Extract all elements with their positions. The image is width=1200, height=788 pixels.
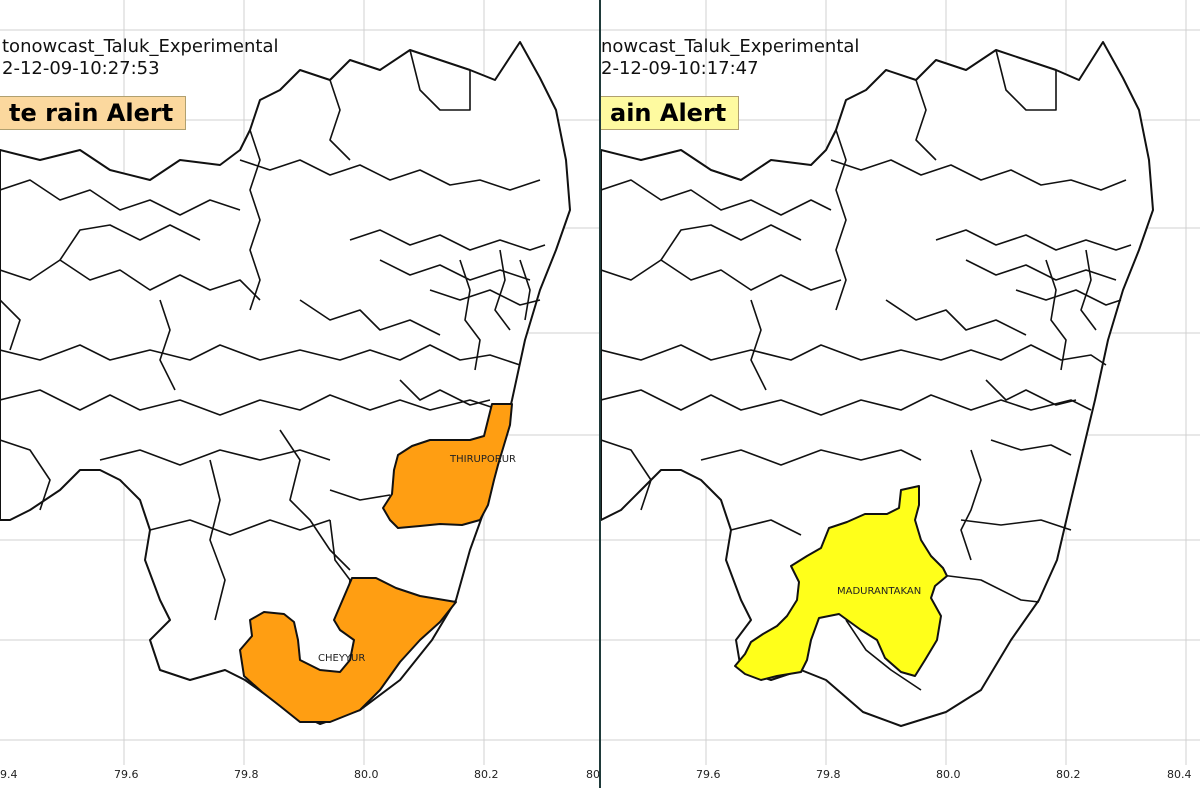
- x-tick: 80.2: [474, 768, 499, 781]
- x-tick: 79.8: [234, 768, 259, 781]
- map-timestamp: 2-12-09-10:27:53: [2, 58, 160, 79]
- x-tick: 80.2: [1056, 768, 1081, 781]
- x-tick: 79.8: [816, 768, 841, 781]
- coast-landmass: [601, 41, 1154, 727]
- x-tick: 80: [586, 768, 599, 781]
- panel-divider: [599, 0, 601, 788]
- x-tick: 9.4: [0, 768, 18, 781]
- region-thiruporur: [382, 403, 513, 529]
- alert-badge: ain Alert: [601, 96, 740, 130]
- map-panel-left: THIRUPORUR CHEYYUR tonowcast_Taluk_Exper…: [0, 0, 599, 788]
- alert-badge: te rain Alert: [0, 96, 187, 130]
- region-label-madurantakan: MADURANTAKAN: [837, 586, 921, 597]
- taluk-map-left: THIRUPORUR CHEYYUR: [0, 0, 599, 765]
- map-timestamp: 2-12-09-10:17:47: [601, 58, 759, 79]
- map-panel-right: MADURANTAKAN nowcast_Taluk_Experimental …: [601, 0, 1200, 788]
- region-cheyyur: [239, 577, 457, 723]
- map-title: nowcast_Taluk_Experimental: [601, 36, 860, 57]
- x-tick: 79.6: [114, 768, 139, 781]
- x-tick: 80.0: [354, 768, 379, 781]
- region-madurantakan: [734, 485, 948, 681]
- taluk-map-right: MADURANTAKAN: [601, 0, 1200, 765]
- region-label-thiruporur: THIRUPORUR: [449, 454, 516, 465]
- x-tick: 80.0: [936, 768, 961, 781]
- x-tick: 80.4: [1167, 768, 1192, 781]
- region-label-cheyyur: CHEYYUR: [318, 653, 365, 664]
- map-title: tonowcast_Taluk_Experimental: [2, 36, 279, 57]
- x-tick: 79.6: [696, 768, 721, 781]
